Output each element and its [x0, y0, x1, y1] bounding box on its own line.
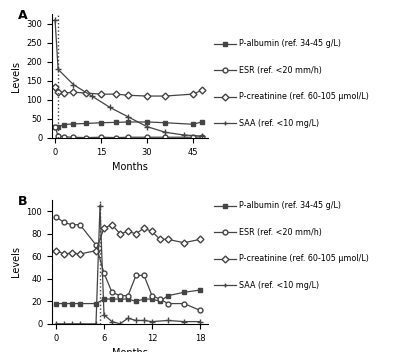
Text: B: B: [18, 195, 27, 208]
Text: SAA (ref. <10 mg/L): SAA (ref. <10 mg/L): [239, 119, 319, 128]
Text: A: A: [18, 9, 27, 22]
X-axis label: Months: Months: [112, 162, 148, 172]
Text: P-creatinine (ref. 60-105 μmol/L): P-creatinine (ref. 60-105 μmol/L): [239, 254, 369, 263]
Text: ESR (ref. <20 mm/h): ESR (ref. <20 mm/h): [239, 228, 322, 237]
Text: P-albumin (ref. 34-45 g/L): P-albumin (ref. 34-45 g/L): [239, 201, 341, 210]
Y-axis label: Levels: Levels: [11, 246, 21, 277]
Text: ESR (ref. <20 mm/h): ESR (ref. <20 mm/h): [239, 66, 322, 75]
Text: SAA (ref. <10 mg/L): SAA (ref. <10 mg/L): [239, 281, 319, 290]
X-axis label: Months: Months: [112, 348, 148, 352]
Text: P-albumin (ref. 34-45 g/L): P-albumin (ref. 34-45 g/L): [239, 39, 341, 49]
Text: P-creatinine (ref. 60-105 μmol/L): P-creatinine (ref. 60-105 μmol/L): [239, 92, 369, 101]
Y-axis label: Levels: Levels: [11, 61, 21, 92]
